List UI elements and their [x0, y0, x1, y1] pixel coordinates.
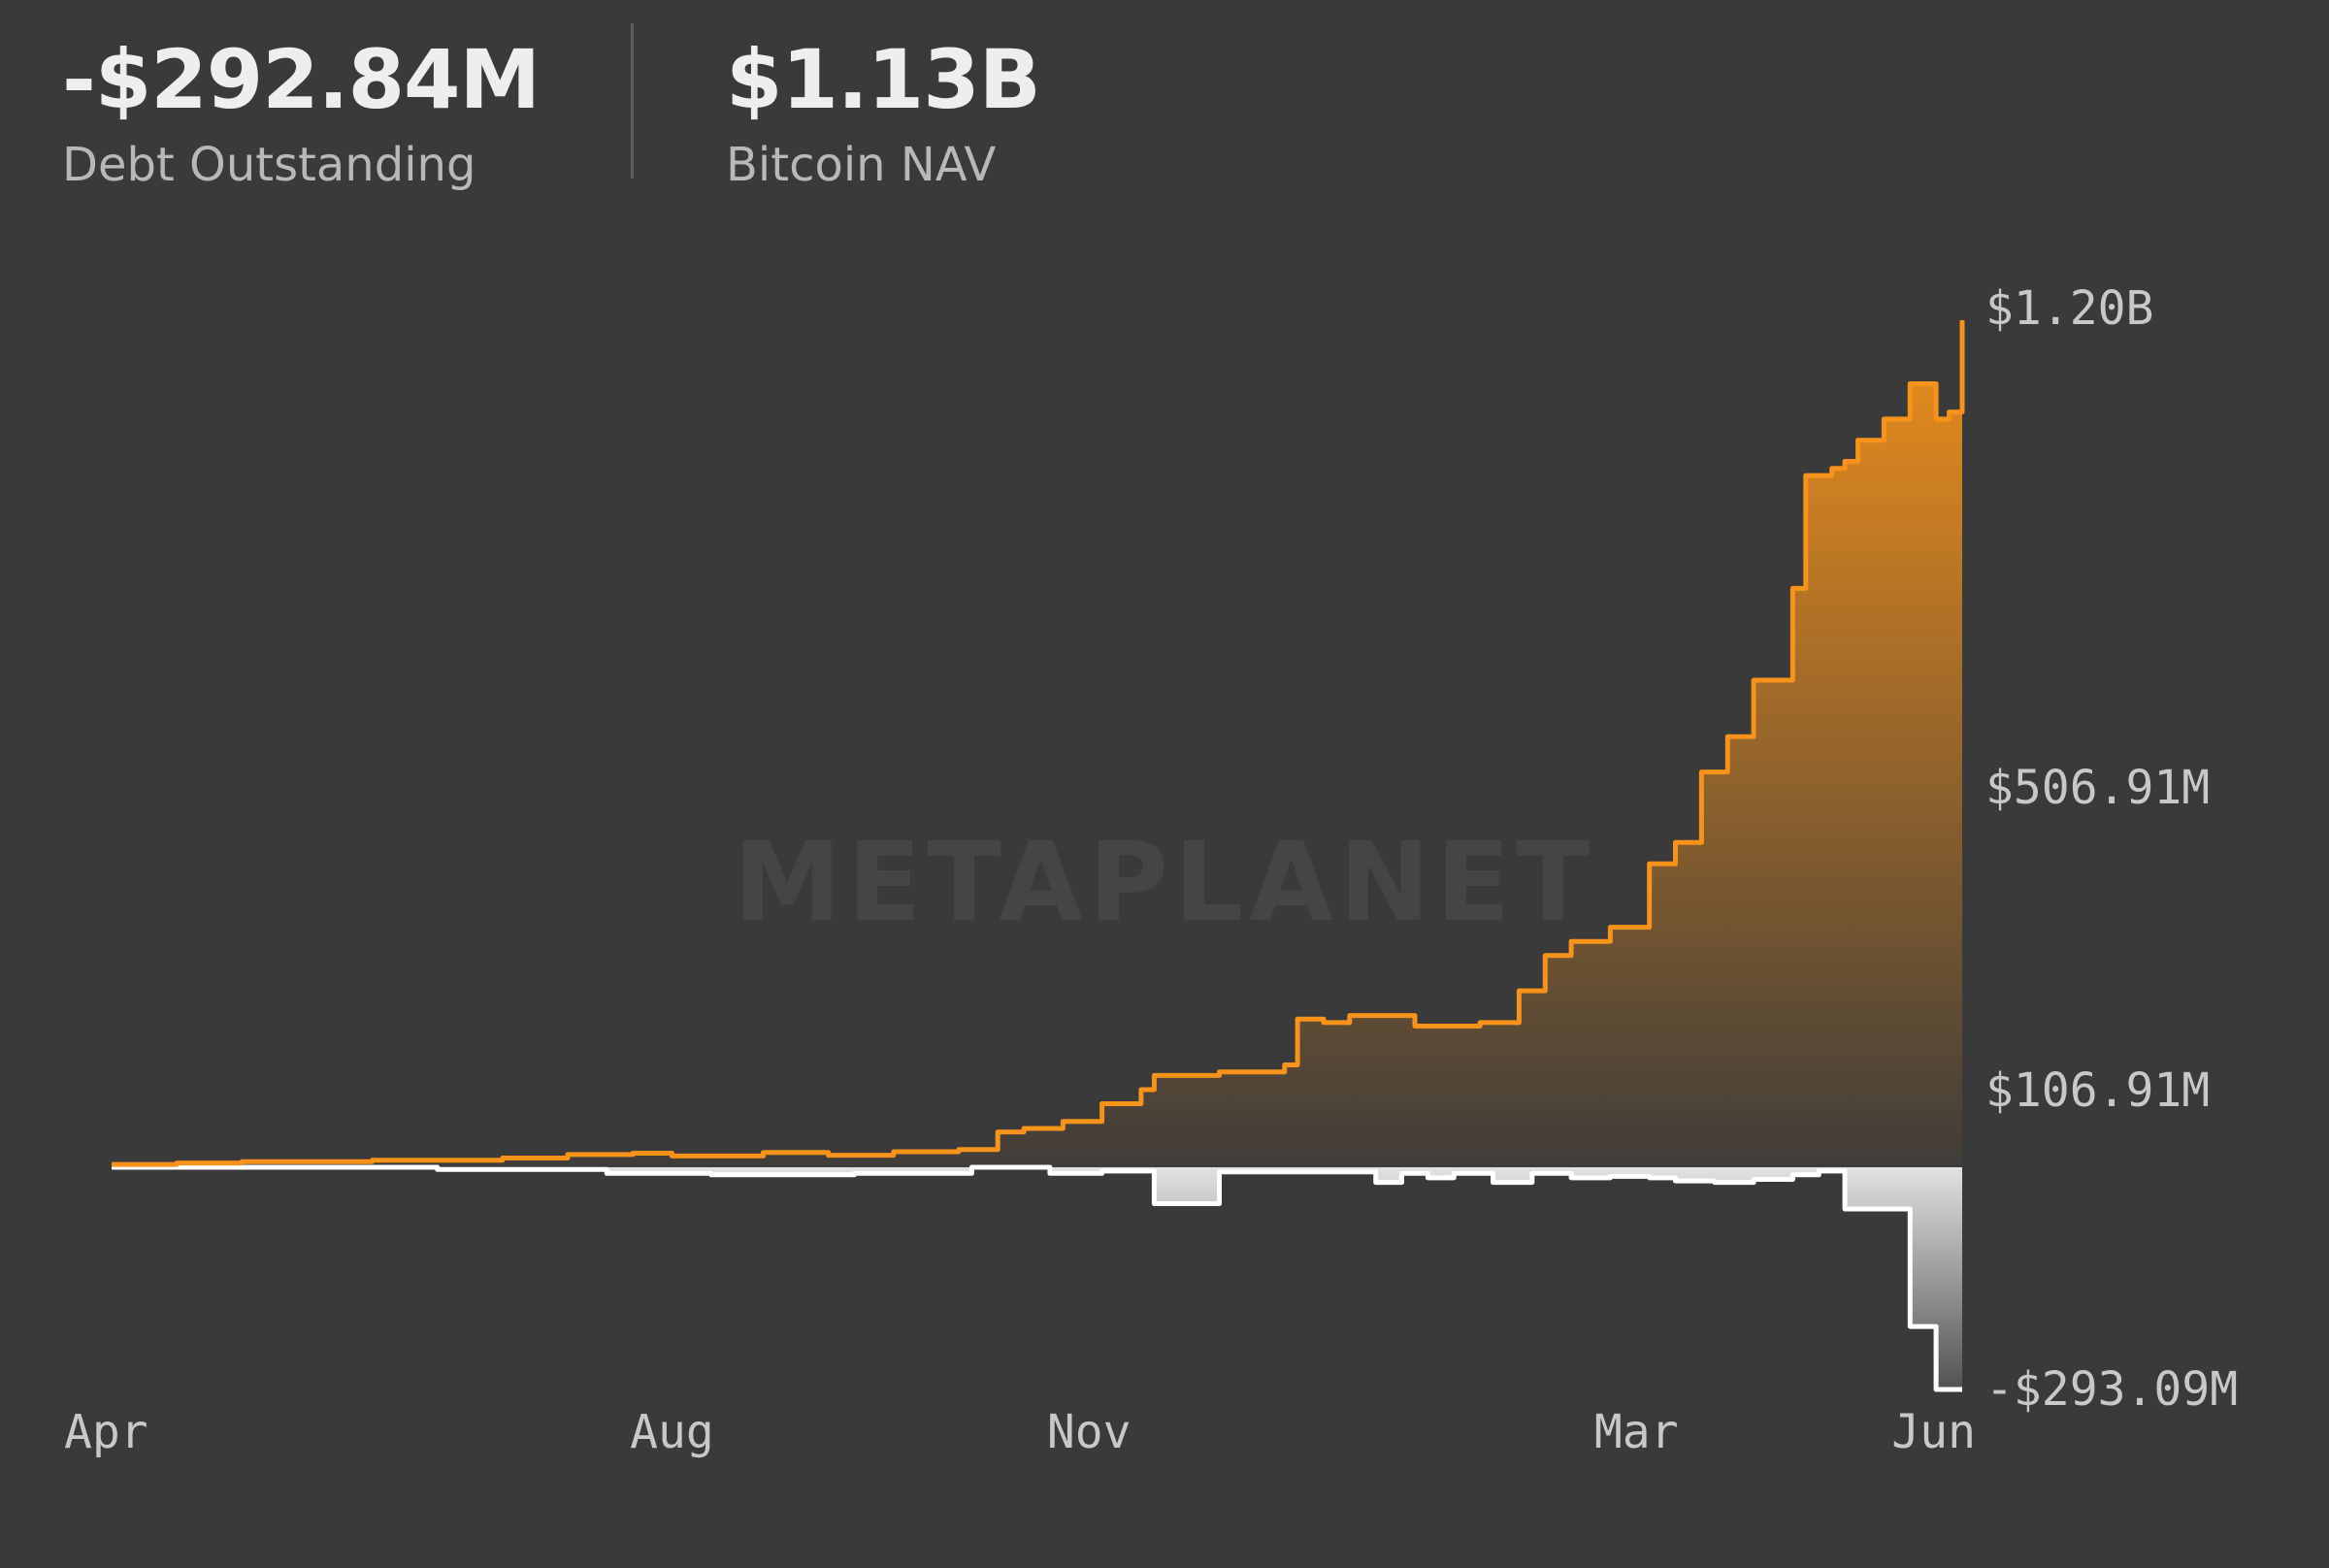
y-tick-label: $506.91M — [1985, 761, 2210, 815]
debt-outstanding-value: -$292.84M — [62, 32, 541, 127]
debt-outstanding-label: Debt Outstanding — [62, 138, 476, 192]
bitcoin-nav-value: $1.13B — [726, 32, 1041, 127]
debt-outstanding-stat: -$292.84M Debt Outstanding — [62, 32, 541, 192]
debt-outstanding-area — [112, 1167, 1962, 1389]
metaplanet-watermark: METAPLANET — [733, 820, 1595, 946]
stat-divider — [631, 23, 634, 179]
y-axis-ticks: $1.20B $506.91M $106.91M -$293.09M — [1985, 281, 2238, 1417]
debt-outstanding-line — [112, 1164, 1962, 1392]
x-axis-ticks: Apr Aug Nov Mar Jun — [64, 1405, 1976, 1459]
x-tick-label: Nov — [1047, 1405, 1132, 1459]
series-lines — [112, 320, 1965, 1392]
x-tick-label: Jun — [1891, 1405, 1976, 1459]
x-tick-label: Mar — [1594, 1405, 1679, 1459]
y-tick-label: $1.20B — [1985, 281, 2153, 336]
bitcoin-nav-line — [112, 320, 1965, 1167]
bitcoin-nav-label: Bitcoin NAV — [726, 138, 997, 192]
y-tick-label: -$293.09M — [1985, 1362, 2238, 1417]
bitcoin-nav-stat: $1.13B Bitcoin NAV — [726, 32, 1041, 192]
bitcoin-nav-area — [112, 320, 1962, 1167]
y-tick-label: $106.91M — [1985, 1063, 2210, 1118]
x-tick-label: Apr — [64, 1405, 148, 1459]
x-tick-label: Aug — [630, 1405, 714, 1459]
series-areas — [112, 320, 1962, 1389]
